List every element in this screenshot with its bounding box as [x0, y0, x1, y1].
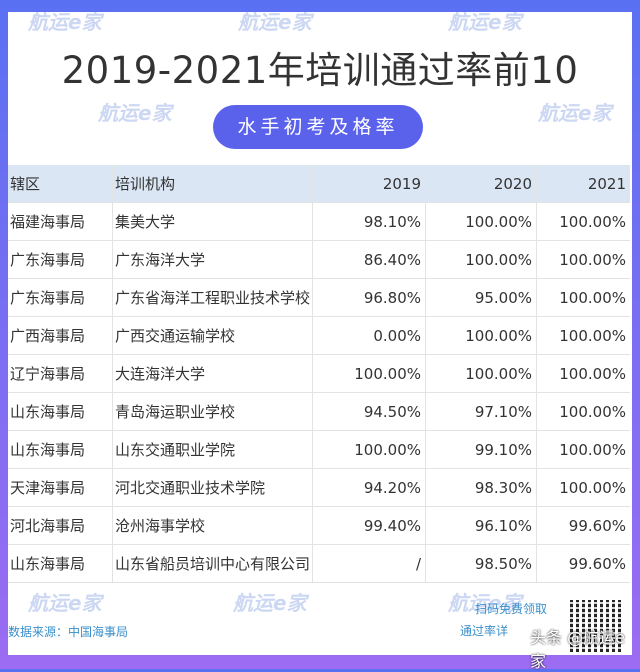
table-header-row: 辖区 培训机构 2019 2020 2021 [8, 165, 630, 203]
cell-2019: 100.00% [312, 430, 427, 469]
table-row: 广东海事局 广东省海洋工程职业技术学校 96.80% 95.00% 100.00% [8, 278, 630, 317]
cell-institution: 山东交通职业学院 [112, 430, 314, 469]
cell-institution: 大连海洋大学 [112, 354, 314, 393]
cell-region: 天津海事局 [8, 468, 113, 507]
cell-2021: 100.00% [536, 468, 630, 507]
cell-institution: 广西交通运输学校 [112, 316, 314, 355]
cell-2021: 100.00% [536, 392, 630, 431]
watermark: 航运e家 [238, 12, 312, 34]
header-2020: 2020 [425, 165, 538, 203]
qr-code[interactable] [570, 600, 622, 652]
page-title: 2019-2021年培训通过率前10 [61, 49, 579, 92]
cell-institution: 广东省海洋工程职业技术学校 [112, 278, 314, 317]
cell-region: 广东海事局 [8, 278, 113, 317]
cell-2020: 100.00% [425, 202, 538, 241]
table-row: 山东海事局 山东交通职业学院 100.00% 99.10% 100.00% [8, 430, 630, 469]
watermark: 航运e家 [538, 101, 612, 125]
table-row: 辽宁海事局 大连海洋大学 100.00% 100.00% 100.00% [8, 354, 630, 393]
cell-2021: 100.00% [536, 278, 630, 317]
cell-2021: 100.00% [536, 316, 630, 355]
table-row: 福建海事局 集美大学 98.10% 100.00% 100.00% [8, 202, 630, 241]
cell-2019: 94.50% [312, 392, 427, 431]
cell-2019: 100.00% [312, 354, 427, 393]
watermark: 航运e家 [98, 101, 172, 125]
cell-2019: / [312, 544, 427, 583]
scan-prompt: 扫码免费领取 [475, 602, 548, 616]
cell-2019: 98.10% [312, 202, 427, 241]
table-row: 广西海事局 广西交通运输学校 0.00% 100.00% 100.00% [8, 316, 630, 355]
subtitle-badge: 水手初考及格率 [213, 105, 423, 149]
table-row: 天津海事局 河北交通职业技术学院 94.20% 98.30% 100.00% [8, 468, 630, 507]
cell-region: 辽宁海事局 [8, 354, 113, 393]
table-row: 广东海事局 广东海洋大学 86.40% 100.00% 100.00% [8, 240, 630, 279]
cell-2020: 95.00% [425, 278, 538, 317]
cell-2021: 100.00% [536, 202, 630, 241]
cell-region: 河北海事局 [8, 506, 113, 545]
cell-institution: 集美大学 [112, 202, 314, 241]
cell-2020: 100.00% [425, 240, 538, 279]
watermark: 航运e家 [28, 591, 102, 615]
cell-region: 福建海事局 [8, 202, 113, 241]
header-2019: 2019 [312, 165, 427, 203]
cell-2020: 100.00% [425, 316, 538, 355]
data-source: 数据来源：中国海事局 [8, 625, 129, 639]
cell-region: 广东海事局 [8, 240, 113, 279]
cell-institution: 山东省船员培训中心有限公司 [112, 544, 314, 583]
header-2021: 2021 [536, 165, 630, 203]
cell-2019: 96.80% [312, 278, 427, 317]
cell-region: 山东海事局 [8, 392, 113, 431]
cell-2020: 98.50% [425, 544, 538, 583]
pass-rate-table: 辖区 培训机构 2019 2020 2021 福建海事局 集美大学 98.10% 10… [8, 165, 630, 583]
watermark: 航运e家 [28, 12, 102, 34]
cell-2021: 100.00% [536, 354, 630, 393]
cell-2020: 99.10% [425, 430, 538, 469]
watermark: 航运e家 [233, 591, 307, 615]
cell-institution: 青岛海运职业学校 [112, 392, 314, 431]
header-region: 辖区 [8, 165, 113, 203]
cell-2019: 99.40% [312, 506, 427, 545]
cell-2021: 100.00% [536, 430, 630, 469]
cell-region: 广西海事局 [8, 316, 113, 355]
cell-2020: 100.00% [425, 354, 538, 393]
cell-2020: 97.10% [425, 392, 538, 431]
infographic-card: 航运e家 航运e家 航运e家 航运e家 航运e家 2019-2021年培训通过率… [8, 12, 632, 655]
cell-region: 山东海事局 [8, 544, 113, 583]
table-row: 山东海事局 青岛海运职业学校 94.50% 97.10% 100.00% [8, 392, 630, 431]
cell-2021: 100.00% [536, 240, 630, 279]
table-row: 山东海事局 山东省船员培训中心有限公司/98.50% 99.60% [8, 544, 630, 583]
cell-2021: 99.60% [536, 506, 630, 545]
header-institution: 培训机构 [112, 165, 314, 203]
watermark: 航运e家 [448, 12, 522, 34]
cell-2020: 96.10% [425, 506, 538, 545]
cell-institution: 广东海洋大学 [112, 240, 314, 279]
cell-2020: 98.30% [425, 468, 538, 507]
cell-institution: 河北交通职业技术学院 [112, 468, 314, 507]
scan-prompt-detail: 通过率详 [460, 624, 509, 638]
table-row: 河北海事局 沧州海事学校 99.40% 96.10% 99.60% [8, 506, 630, 545]
cell-2019: 0.00% [312, 316, 427, 355]
cell-2021: 99.60% [536, 544, 630, 583]
cell-region: 山东海事局 [8, 430, 113, 469]
cell-institution: 沧州海事学校 [112, 506, 314, 545]
cell-2019: 94.20% [312, 468, 427, 507]
platform-credit: 头条 @航运e家 [530, 628, 625, 671]
cell-2019: 86.40% [312, 240, 427, 279]
